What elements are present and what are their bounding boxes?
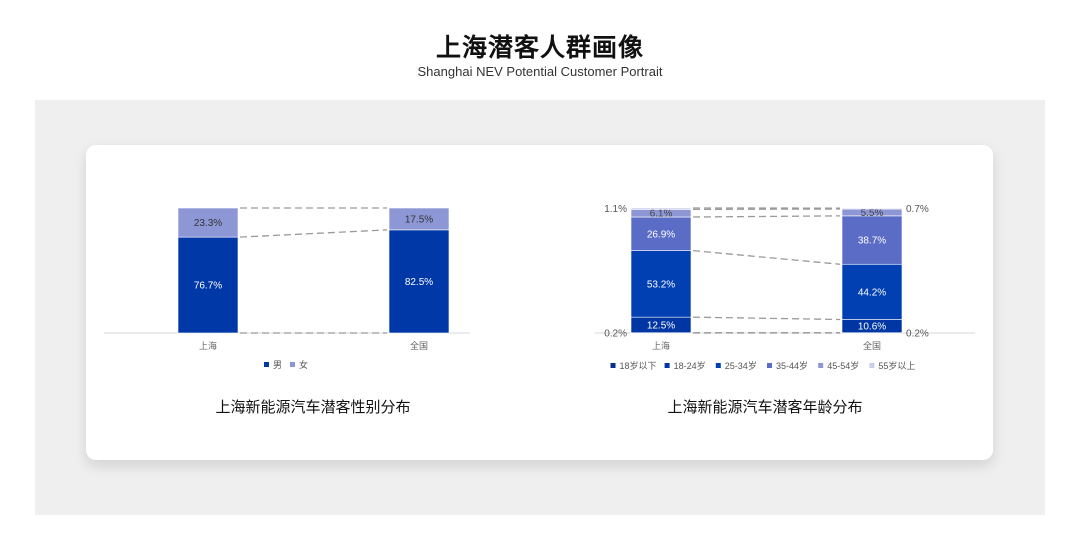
data-label: 0.2%	[604, 328, 627, 339]
data-label: 10.6%	[858, 322, 886, 333]
bar-segment	[841, 215, 903, 265]
bar-segment	[630, 207, 692, 210]
data-label: 53.2%	[647, 279, 675, 290]
legend: 18岁以下 18-24岁 25-34岁 35-44岁 45-54岁 55岁以上	[610, 360, 915, 371]
data-label: 82.5%	[405, 277, 433, 288]
legend-swatch	[664, 363, 670, 368]
category-label: 上海	[199, 340, 217, 351]
gender-chart-caption: 上海新能源汽车潜客性别分布	[215, 398, 411, 416]
category-label: 全国	[410, 340, 428, 351]
legend-swatch	[264, 362, 269, 367]
gender-distribution-chart: 76.7%23.3%上海82.5%17.5%全国男女	[104, 207, 470, 370]
connector-line	[692, 215, 841, 218]
legend-swatch	[715, 363, 721, 368]
data-label: 12.5%	[647, 320, 675, 331]
connector-line	[239, 229, 388, 238]
legend-label: 55岁以上	[878, 360, 915, 371]
bar-segment	[177, 236, 239, 334]
data-label: 23.3%	[194, 218, 222, 229]
bar-segment	[841, 207, 903, 210]
legend-label: 男	[273, 360, 282, 370]
data-label: 0.2%	[906, 328, 929, 339]
data-label: 1.1%	[604, 204, 627, 215]
bar-segment	[388, 229, 450, 334]
legend-swatch	[610, 363, 616, 368]
data-label: 26.9%	[647, 229, 675, 240]
data-label: 6.1%	[650, 209, 673, 220]
bar-segment	[388, 207, 450, 231]
bar-segment	[841, 263, 903, 320]
data-label: 76.7%	[194, 281, 222, 292]
bar-segment	[630, 216, 692, 251]
data-label: 17.5%	[405, 214, 433, 225]
page-subtitle: Shanghai NEV Potential Customer Portrait	[417, 64, 663, 79]
legend-label: 25-34岁	[725, 360, 757, 371]
category-label: 上海	[652, 340, 670, 351]
bar-segment	[630, 250, 692, 318]
legend-swatch	[818, 363, 824, 368]
legend-label: 35-44岁	[776, 360, 808, 371]
legend-label: 18-24岁	[674, 360, 706, 371]
legend-swatch	[290, 362, 295, 367]
data-label: 44.2%	[858, 287, 886, 298]
legend-label: 18岁以下	[620, 360, 657, 371]
legend-label: 45-54岁	[827, 360, 859, 371]
data-label: 5.5%	[861, 208, 884, 219]
category-label: 全国	[863, 340, 881, 351]
age-distribution-chart: 0.2% 12.5% 53.2% 26.9% 6.1% 1.1% 上海 0.2% 10.6% 44…	[595, 204, 975, 371]
legend-swatch	[767, 363, 772, 368]
data-label: 38.7%	[858, 236, 886, 247]
bar-segment	[177, 207, 239, 238]
connector-line	[692, 316, 841, 321]
data-label: 0.7%	[906, 204, 929, 215]
legend-label: 女	[299, 359, 308, 370]
age-chart-caption: 上海新能源汽车潜客年龄分布	[667, 398, 863, 416]
legend: 男女	[264, 359, 308, 370]
legend-swatch	[869, 363, 875, 368]
page-title: 上海潜客人群画像	[435, 33, 644, 62]
connector-line	[692, 249, 841, 265]
